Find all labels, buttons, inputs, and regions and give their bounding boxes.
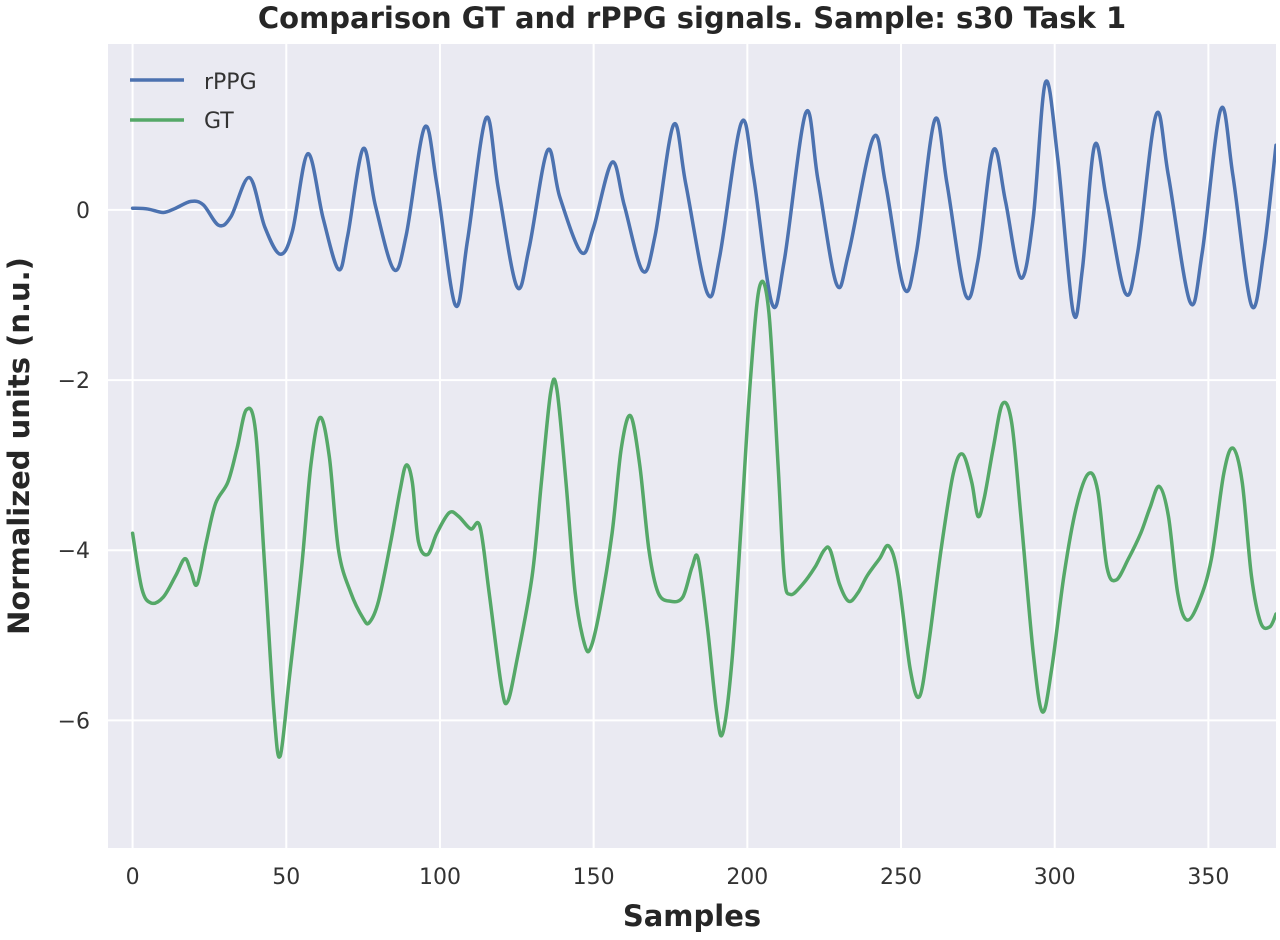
x-tick-labels: 0 50 100 150 200 250 300 350 bbox=[126, 865, 1230, 890]
grid-lines bbox=[108, 44, 1276, 848]
x-tick-label: 50 bbox=[272, 865, 300, 890]
x-tick-label: 350 bbox=[1187, 865, 1229, 890]
legend: rPPG GT bbox=[130, 70, 257, 134]
x-tick-label: 250 bbox=[880, 865, 922, 890]
x-tick-label: 100 bbox=[419, 865, 461, 890]
y-tick-labels: 0 −2 −4 −6 bbox=[58, 199, 90, 734]
x-tick-label: 200 bbox=[726, 865, 768, 890]
x-tick-label: 0 bbox=[126, 865, 140, 890]
y-tick-label: −2 bbox=[58, 369, 90, 394]
x-tick-label: 150 bbox=[573, 865, 615, 890]
y-axis-label: Normalized units (n.u.) bbox=[2, 257, 36, 635]
x-tick-label: 300 bbox=[1034, 865, 1076, 890]
series-line-rppg bbox=[130, 79, 1276, 320]
series-layer bbox=[130, 79, 1276, 759]
y-tick-label: −4 bbox=[58, 539, 90, 564]
y-tick-label: 0 bbox=[76, 199, 90, 224]
series-line-gt bbox=[130, 279, 1276, 759]
legend-label-gt: GT bbox=[204, 109, 234, 134]
chart-title: Comparison GT and rPPG signals. Sample: … bbox=[258, 1, 1126, 35]
legend-label-rppg: rPPG bbox=[204, 70, 257, 95]
x-axis-label: Samples bbox=[623, 899, 761, 933]
y-tick-label: −6 bbox=[58, 709, 90, 734]
